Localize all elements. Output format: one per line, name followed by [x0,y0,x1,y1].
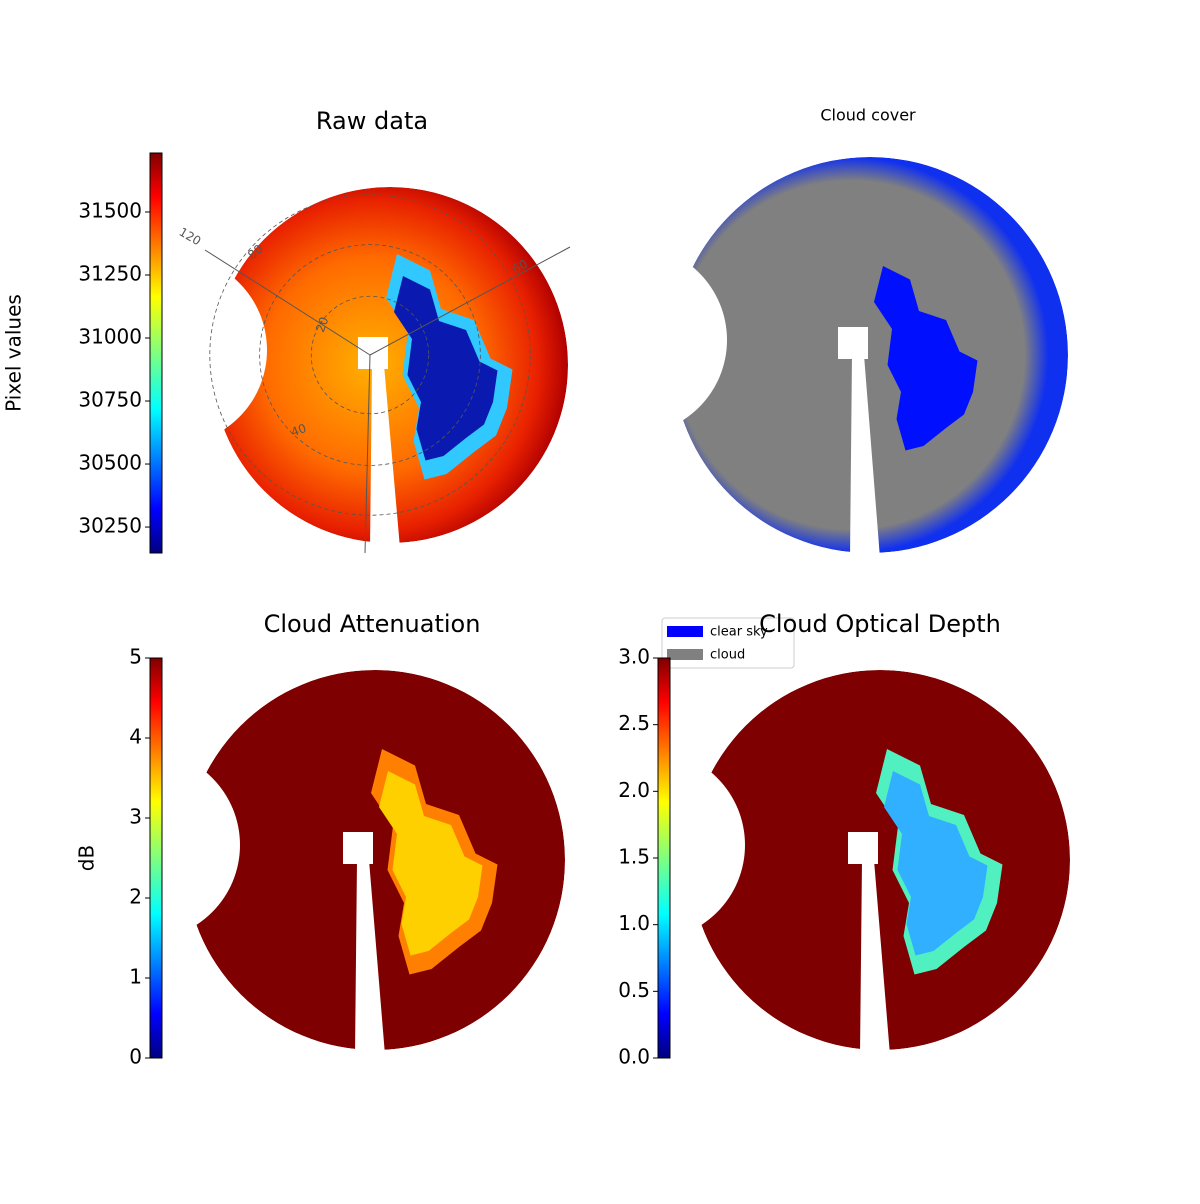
colorbar-tick-label: 2.0 [618,778,650,802]
legend-swatch [667,649,703,660]
colorbar [149,657,163,1059]
panel-title: Raw data [316,107,428,135]
polar-spoke [369,246,571,356]
sky-base [212,187,568,543]
colorbar-tick-label: 31250 [78,261,142,285]
colorbar-tick-label: 5 [129,645,142,669]
cloud-region [379,771,483,956]
panel-title: Cloud cover [820,106,916,125]
colorbar-label: Pixel values [2,294,26,412]
colorbar-tick-label: 3 [129,805,142,829]
polar-label: 40 [289,421,308,439]
sky-image [185,670,565,1050]
polar-grid [310,295,430,415]
colorbar-tick-label: 4 [129,725,142,749]
colorbar-tick-label: 0.5 [618,978,650,1002]
legend-swatch [667,626,703,637]
sky-base [672,157,1068,553]
colorbar-tick-label: 0 [129,1045,142,1069]
colorbar [657,657,671,1059]
polar-label: 120 [177,225,204,249]
polar-label: 20 [313,315,331,334]
sky-image [212,187,568,543]
sky-base [185,670,565,1050]
colorbar-tick-label: 1.0 [618,911,650,935]
polar-spoke [364,354,371,554]
colorbar-tick-label: 31500 [78,198,142,222]
panel-title: Cloud Optical Depth [759,610,1001,638]
cloud-region [394,276,498,461]
polar-grid [259,244,481,466]
colorbar-tick-label: 2.5 [618,711,650,735]
colorbar-tick-label: 30500 [78,451,142,475]
colorbar-tick-label: 2 [129,885,142,909]
polar-label: 60 [510,257,530,277]
colorbar-tick-label: 1 [129,965,142,989]
cloud-region [884,771,988,956]
colorbar [149,152,163,554]
legend-label: cloud [710,648,745,663]
panel-title: Cloud Attenuation [264,610,481,638]
colorbar-tick-label: 3.0 [618,645,650,669]
polar-grid [209,194,531,516]
colorbar-label: dB [75,845,99,871]
cloud-region [874,266,978,451]
sky-image [690,670,1070,1050]
polar-spoke [204,249,371,356]
legend-label: clear sky [710,625,768,640]
sky-base [690,670,1070,1050]
colorbar-tick-label: 30250 [78,514,142,538]
colorbar-tick-label: 31000 [78,325,142,349]
colorbar-tick-label: 30750 [78,388,142,412]
colorbar-tick-label: 1.5 [618,845,650,869]
sky-image [672,157,1068,553]
colorbar-tick-label: 0.0 [618,1045,650,1069]
